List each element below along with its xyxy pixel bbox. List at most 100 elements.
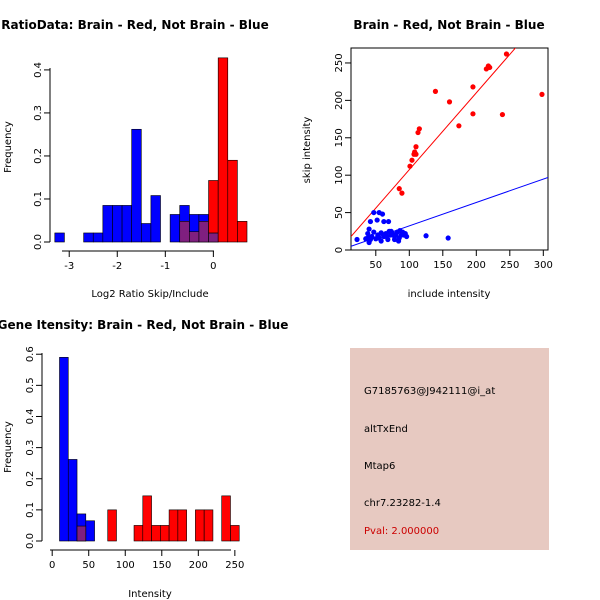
intensity-bar-red <box>133 525 144 542</box>
event-type: altTxEnd <box>364 424 408 435</box>
scatter-point-blue <box>354 236 360 243</box>
scatter-xtick-label: 150 <box>433 260 452 271</box>
ratio-ytick-label: 0.2 <box>33 148 44 164</box>
scatter-point-blue <box>369 233 375 240</box>
ratio-xtick-label: -2 <box>112 261 122 272</box>
scatter-point-blue <box>445 235 451 241</box>
ratio-xlabel: Log2 Ratio Skip/Include <box>91 289 208 300</box>
scatter-ytick-label: 200 <box>334 91 345 110</box>
scatter-point-red <box>416 126 422 132</box>
scatter-point-red <box>396 186 402 192</box>
intensity-bar-red <box>151 525 161 542</box>
scatter-ytick-label: 150 <box>334 128 345 147</box>
scatter-point-red <box>499 111 506 118</box>
scatter-point-red <box>413 144 419 150</box>
ratio-bar-blue <box>121 205 132 243</box>
scatter-xtick-label: 250 <box>500 260 519 271</box>
scatter-ytick-label: 0 <box>334 247 345 253</box>
scatter-point-blue <box>378 230 384 236</box>
scatter-point-red <box>503 51 510 57</box>
scatter-fit-line-red <box>351 48 517 237</box>
ratio-bar-overlap <box>189 231 200 243</box>
intensity-ytick-label: 0.4 <box>25 409 36 425</box>
ratio-ytick-label: 0.0 <box>33 234 44 250</box>
scatter-point-red <box>399 190 405 196</box>
intensity-histogram-panel: Gene Itensity: Brain - Red, Not Brain - … <box>0 318 288 600</box>
info-panel: G7185763@J942111@i_at altTxEnd Mtap6 chr… <box>350 348 549 550</box>
intensity-xtick-label: 150 <box>152 560 171 571</box>
ratio-bar-blue <box>83 232 94 243</box>
ratio-ylabel: Frequency <box>3 121 14 173</box>
ratio-xtick-label: -1 <box>160 261 170 272</box>
intensity-ytick-label: 0.6 <box>25 346 36 362</box>
scatter-point-blue <box>381 218 387 225</box>
scatter-title: Brain - Red, Not Brain - Blue <box>353 18 544 32</box>
intensity-title: Gene Itensity: Brain - Red, Not Brain - … <box>0 318 288 332</box>
ratio-ytick-label: 0.4 <box>33 62 44 78</box>
ratio-bar-blue <box>92 232 104 243</box>
scatter-point-red <box>456 123 462 129</box>
scatter-point-red <box>409 157 415 163</box>
ratio-bar-blue <box>150 195 161 243</box>
intensity-bar-red <box>221 495 231 542</box>
scatter-point-blue <box>404 233 410 240</box>
intensity-bar-overlap <box>76 525 87 542</box>
scatter-point-blue <box>385 236 391 243</box>
ratio-bar-overlap <box>198 221 209 243</box>
scatter-ylabel: skip intensity <box>302 117 313 184</box>
intensity-bar-blue <box>59 357 69 542</box>
scatter-ytick-label: 250 <box>334 53 345 72</box>
intensity-bar-red <box>160 525 170 542</box>
intensity-xtick-label: 250 <box>225 560 244 571</box>
scatter-point-blue <box>374 217 380 223</box>
intensity-bar-red <box>142 495 152 542</box>
gene-name: Mtap6 <box>364 461 396 472</box>
scatter-point-blue <box>385 218 392 225</box>
ratio-xtick-label: -3 <box>64 261 74 272</box>
scatter-point-blue <box>371 209 377 216</box>
scatter-point-red <box>539 91 545 97</box>
scatter-point-blue <box>379 211 386 217</box>
ratio-bar-red <box>217 57 229 243</box>
intensity-xtick-label: 200 <box>189 560 208 571</box>
ratio-bar-red <box>227 159 238 243</box>
intensity-xtick-label: 100 <box>116 560 135 571</box>
intensity-bar-red <box>230 525 240 542</box>
intensity-bar-red <box>203 509 214 542</box>
ratio-bar-blue <box>169 214 181 243</box>
ratio-bar-blue <box>102 205 113 243</box>
scatter-xlabel: include intensity <box>408 289 491 300</box>
ratio-bar-blue <box>112 205 123 243</box>
scatter-point-blue <box>391 236 398 243</box>
intensity-bar-red <box>177 509 187 542</box>
ratio-bar-blue <box>54 232 65 243</box>
scatter-plot-frame <box>350 47 549 251</box>
intensity-xlabel: Intensity <box>128 589 172 600</box>
scatter-point-red <box>470 84 476 90</box>
intensity-bar-red <box>168 509 179 542</box>
ratio-bar-red <box>237 221 248 243</box>
scatter-point-red <box>446 99 453 105</box>
intensity-xtick-label: 0 <box>49 560 55 571</box>
ratio-xtick-label: 0 <box>210 261 216 272</box>
scatter-point-blue <box>378 238 384 244</box>
ratio-bar-blue <box>131 128 142 243</box>
intensity-ytick-label: 0.5 <box>25 377 36 393</box>
scatter-point-blue <box>423 233 429 239</box>
ratio-bar-red <box>208 180 219 234</box>
scatter-xtick-label: 50 <box>369 260 382 271</box>
ratio-bar-overlap <box>208 232 219 243</box>
intensity-ytick-label: 0.2 <box>25 471 36 487</box>
scatter-ytick-label: 50 <box>334 206 345 219</box>
scatter-panel: Brain - Red, Not Brain - Blue 50 100 150 20… <box>302 18 553 300</box>
intensity-bar-red <box>195 509 205 542</box>
intensity-ylabel: Frequency <box>3 421 14 473</box>
scatter-point-red <box>487 64 493 71</box>
intensity-ytick-label: 0.3 <box>25 440 36 456</box>
genomic-location: chr7.23282-1.4 <box>364 498 441 509</box>
scatter-point-blue <box>371 229 377 235</box>
intensity-bar-red <box>107 509 117 542</box>
scatter-point-blue <box>367 218 374 225</box>
ratio-bar-overlap <box>179 221 190 243</box>
